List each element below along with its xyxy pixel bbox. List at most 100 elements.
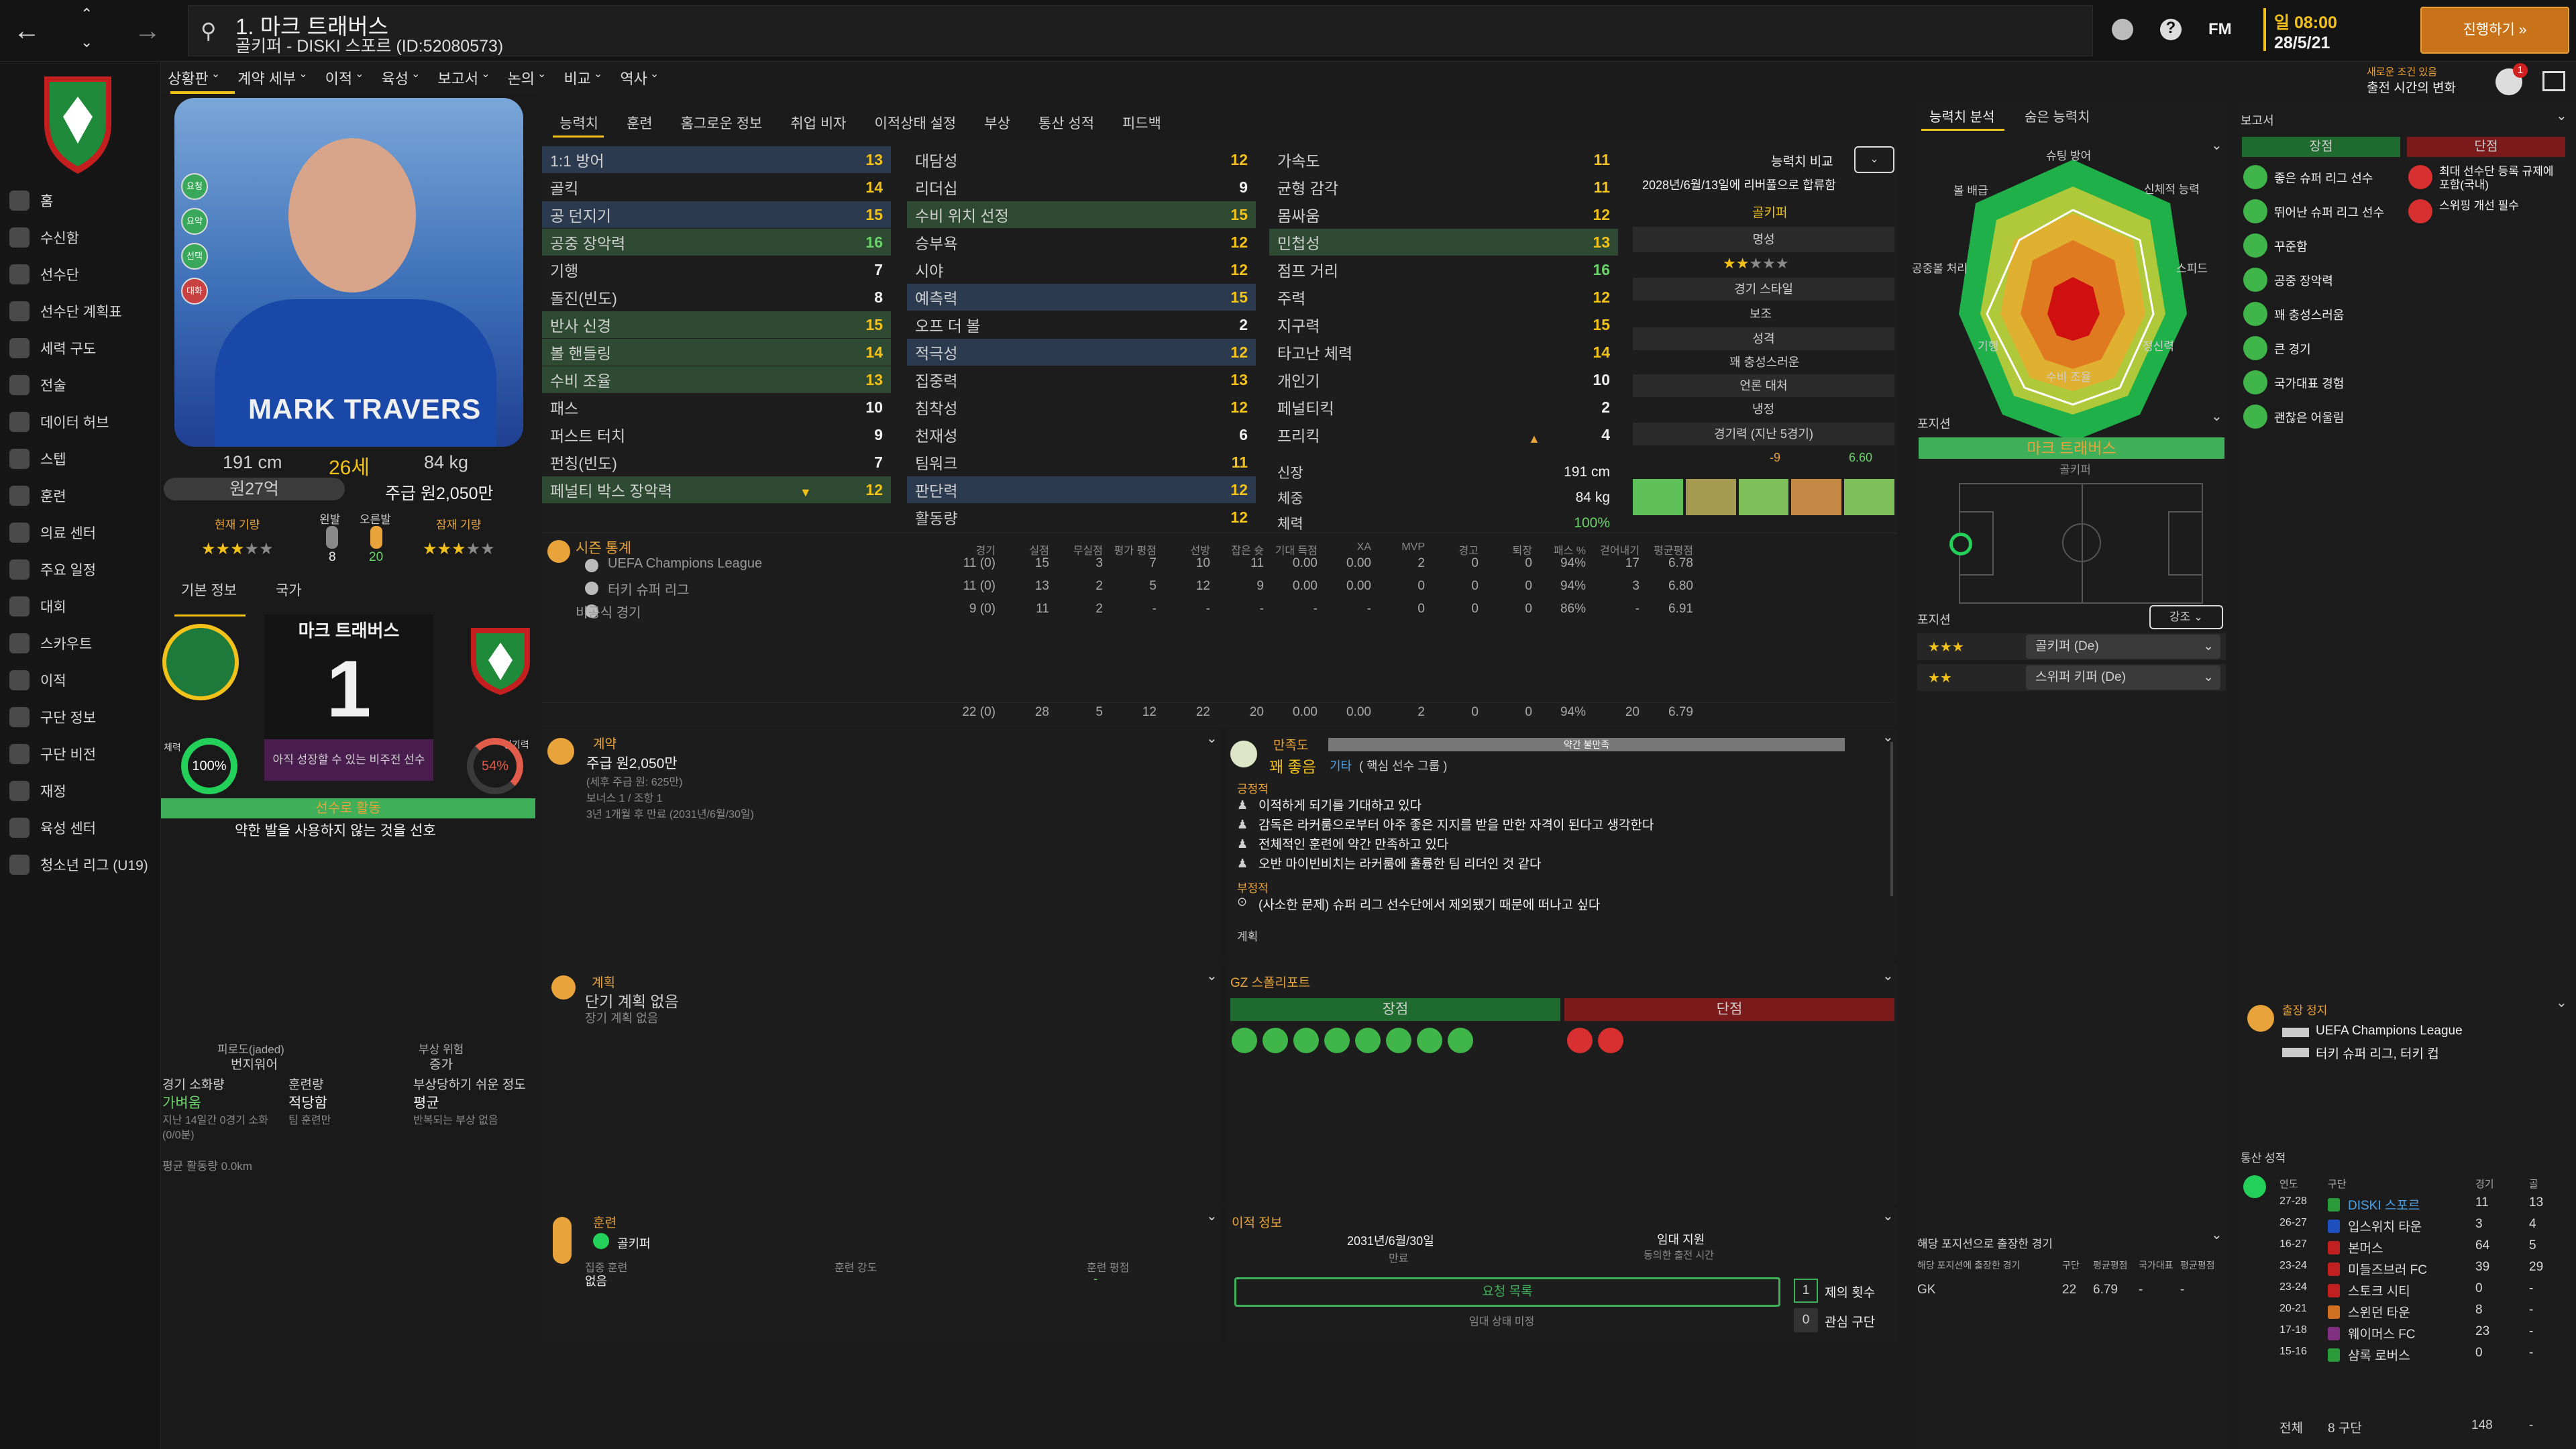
season-header[interactable]: MVP [1401, 541, 1425, 553]
attribute-row[interactable]: 개인기 10 [1269, 366, 1618, 393]
scout-strength-icon[interactable] [1293, 1028, 1319, 1053]
plans-collapse-icon[interactable]: ⌄ [1206, 969, 1218, 983]
happiness-title[interactable]: 만족도 [1273, 739, 1309, 753]
scout-strength-icon[interactable] [1417, 1028, 1442, 1053]
role-row[interactable]: ★★ 스위퍼 키퍼 (De) ⌄ [1917, 664, 2226, 691]
nav-tab[interactable]: 역사 [620, 70, 647, 87]
season-header[interactable]: 잡은 슛 [1231, 545, 1264, 557]
happiness-scrollbar[interactable] [1890, 742, 1893, 896]
tab-nation[interactable]: 국가 [275, 583, 302, 598]
attribute-row[interactable]: 적극성 12 [907, 339, 1256, 366]
attribute-row[interactable]: 패스 10 [542, 394, 891, 421]
attribute-row[interactable]: 골킥 14 [542, 174, 891, 201]
attribute-row[interactable]: 리더십 9 [907, 174, 1256, 201]
sidebar-item[interactable]: 의료 센터 [9, 517, 157, 548]
career-cell[interactable]: 스윈던 타운 [2348, 1306, 2410, 1320]
season-header[interactable]: 경기 [975, 545, 996, 557]
sidebar-item[interactable]: 재정 [9, 775, 157, 806]
attribute-row[interactable]: 페널티킥 2 [1269, 394, 1618, 421]
attribute-tab[interactable]: 이적상태 설정 [874, 116, 957, 131]
attribute-row[interactable]: 민첩성 13 [1269, 229, 1618, 256]
attribute-row[interactable]: 균형 감각 11 [1269, 174, 1618, 201]
happiness-collapse-icon[interactable]: ⌄ [1882, 730, 1894, 745]
attribute-row[interactable]: 수비 위치 선정 15 [907, 201, 1256, 228]
season-header[interactable]: 걷어내기 [1600, 545, 1640, 557]
season-header[interactable]: 패스 % [1553, 545, 1586, 557]
tab-basic-info[interactable]: 기본 정보 [181, 583, 237, 598]
attribute-row[interactable]: 집중력 13 [907, 366, 1256, 393]
scout-title[interactable]: GZ 스폴리포트 [1230, 976, 1311, 990]
apps-collapse-icon[interactable]: ⌄ [2211, 1228, 2222, 1242]
request-list-button[interactable]: 요청 목록 [1234, 1277, 1780, 1307]
season-header[interactable]: 경고 [1458, 545, 1479, 557]
nav-tab[interactable]: 계약 세부 [237, 70, 297, 87]
season-header[interactable]: 평가 평점 [1114, 545, 1157, 557]
attribute-tab[interactable]: 홈그로운 정보 [680, 116, 763, 131]
club-crest[interactable] [38, 70, 118, 177]
attribute-tab[interactable]: 부상 [984, 116, 1010, 131]
player-photo[interactable]: MARK TRAVERS [174, 98, 523, 447]
compare-dropdown[interactable]: ⌄ [1854, 146, 1894, 173]
career-cell[interactable]: 본머스 [2348, 1242, 2383, 1256]
career-cell[interactable]: DISKI 스포르 [2348, 1199, 2420, 1213]
side-badge[interactable]: 요약 [181, 208, 208, 235]
up-icon[interactable]: ⌃ [80, 5, 93, 22]
notification-area[interactable]: 새로운 조건 있음 출전 시간의 변화 1 [2267, 62, 2576, 102]
role-dropdown[interactable]: 골키퍼 (De) ⌄ [2026, 635, 2220, 659]
attribute-row[interactable]: 천재성 6 [907, 421, 1256, 448]
continue-button[interactable]: 진행하기 » [2420, 7, 2569, 54]
attribute-row[interactable]: 기행 7 [542, 256, 891, 283]
attribute-row[interactable]: 침착성 12 [907, 394, 1256, 421]
fm-logo[interactable]: FM [2208, 20, 2232, 38]
attribute-row[interactable]: 돌진(빈도) 8 [542, 284, 891, 311]
role-row[interactable]: ★★★ 골키퍼 (De) ⌄ [1917, 633, 2226, 660]
attribute-row[interactable]: 펀칭(빈도) 7 [542, 449, 891, 476]
side-badge[interactable]: 대화 [181, 278, 208, 305]
sidebar-item[interactable]: 데이터 허브 [9, 407, 157, 437]
attribute-tab[interactable]: 피드백 [1122, 116, 1161, 131]
nav-tab[interactable]: 보고서 [437, 70, 479, 87]
season-header[interactable]: 무실점 [1073, 545, 1103, 557]
attribute-row[interactable]: 활동량 12 [907, 504, 1256, 531]
nav-tab[interactable]: 상황판 [168, 70, 209, 87]
sidebar-item[interactable]: 홈 [9, 185, 157, 216]
attribute-row[interactable]: 주력 12 [1269, 284, 1618, 311]
attribute-tab[interactable]: 훈련 [626, 116, 653, 131]
career-cell[interactable]: 웨이머스 FC [2348, 1328, 2416, 1342]
contract-collapse-icon[interactable]: ⌄ [1206, 731, 1218, 746]
attribute-row[interactable]: 반사 신경 15 [542, 311, 891, 338]
scout-strength-icon[interactable] [1386, 1028, 1411, 1053]
forward-icon[interactable]: → [134, 16, 161, 46]
sidebar-item[interactable]: 청소년 리그 (U19) [9, 849, 157, 880]
plans-title[interactable]: 계획 [592, 976, 615, 990]
nav-tab[interactable]: 이적 [325, 70, 353, 87]
career-cell[interactable]: 입스위치 타운 [2348, 1220, 2422, 1234]
sidebar-item[interactable]: 선수단 [9, 259, 157, 290]
sidebar-item[interactable]: 세력 구도 [9, 333, 157, 364]
analysis-collapse-icon[interactable]: ⌄ [2211, 138, 2222, 153]
attribute-row[interactable]: 페널티 박스 장악력 12 [542, 476, 891, 503]
side-badge[interactable]: 선택 [181, 243, 208, 270]
sidebar-item[interactable]: 육성 센터 [9, 812, 157, 843]
transfer-collapse-icon[interactable]: ⌄ [1882, 1209, 1894, 1224]
attribute-row[interactable]: 1:1 방어 13 [542, 146, 891, 173]
training-title[interactable]: 훈련 [593, 1216, 616, 1230]
competition-name[interactable]: UEFA Champions League [608, 556, 763, 571]
competition-name[interactable]: 터키 슈퍼 리그 [608, 583, 690, 598]
attribute-row[interactable]: 승부욕 12 [907, 229, 1256, 256]
season-header[interactable]: XA [1356, 541, 1371, 553]
attribute-row[interactable]: 타고난 체력 14 [1269, 339, 1618, 366]
attribute-tab[interactable]: 통산 성적 [1038, 116, 1095, 131]
career-cell[interactable]: 스토크 시티 [2348, 1285, 2410, 1299]
attribute-row[interactable]: 지구력 15 [1269, 311, 1618, 338]
contract-title[interactable]: 계약 [593, 737, 616, 751]
sidebar-item[interactable]: 수신함 [9, 222, 157, 253]
attribute-row[interactable]: 점프 거리 16 [1269, 256, 1618, 283]
attribute-row[interactable]: 공중 장악력 16 [542, 229, 891, 256]
nav-tab[interactable]: 육성 [381, 70, 409, 87]
nav-tab[interactable]: 비교 [564, 70, 591, 87]
tab-hidden-attributes[interactable]: 숨은 능력치 [2025, 110, 2090, 125]
down-icon[interactable]: ⌄ [80, 34, 93, 50]
sidebar-item[interactable]: 선수단 계획표 [9, 296, 157, 327]
sidebar-item[interactable]: 스텝 [9, 443, 157, 474]
